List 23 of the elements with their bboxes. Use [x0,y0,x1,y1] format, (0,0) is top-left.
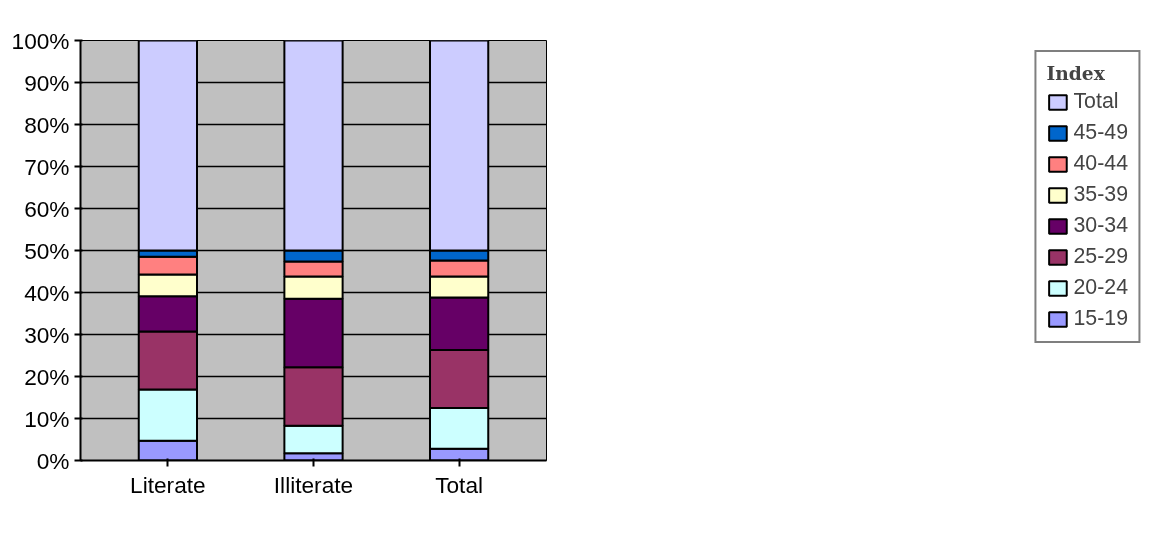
legend-label: 35-39 [1073,182,1128,207]
y-tick-label: 80% [24,111,70,138]
y-tick-label: 90% [24,69,70,96]
legend-label: 15-19 [1073,306,1128,331]
x-tick-label: Literate [130,471,206,498]
y-tick-label: 40% [24,279,70,306]
x-tick-label: Illiterate [273,471,354,498]
legend-label: 45-49 [1073,120,1128,145]
y-tick-label: 20% [24,363,70,390]
legend-label: 40-44 [1073,151,1128,176]
y-tick-label: 0% [36,447,70,474]
legend-label: 30-34 [1073,213,1128,238]
x-tick-label: Total [435,471,484,498]
legend-label: 20-24 [1073,275,1128,300]
legend-title: Index [1046,62,1106,84]
y-tick-label: 30% [24,321,70,348]
legend-label: Total [1073,89,1119,114]
y-tick-label: 60% [24,195,70,222]
legend-label: 25-29 [1073,244,1128,269]
y-tick-label: 10% [24,405,70,432]
y-tick-label: 70% [24,153,70,180]
y-tick-label: 100% [11,27,70,54]
y-tick-label: 50% [24,237,70,264]
